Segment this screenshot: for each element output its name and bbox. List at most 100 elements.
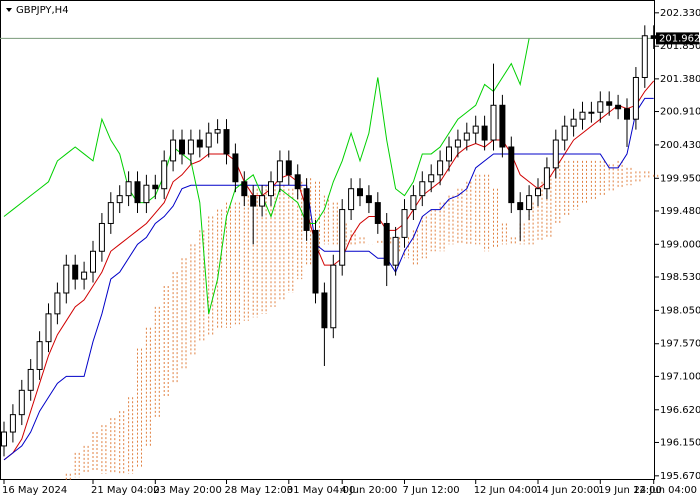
current-price-box	[656, 32, 699, 45]
x-tick-label: 23 May 20:00	[153, 485, 222, 496]
candle-body	[241, 181, 248, 197]
candle-body	[357, 188, 363, 197]
candle-body	[179, 139, 185, 155]
y-tick-label: 196.150	[660, 437, 700, 448]
y-tick-label: 198.050	[660, 305, 700, 316]
x-tick-label: 16 May 2024	[2, 485, 67, 496]
candle-body	[72, 264, 79, 280]
candle-body	[454, 139, 461, 148]
y-tick-label: 199.950	[660, 173, 700, 184]
candle-body	[543, 167, 550, 190]
candle-body	[365, 195, 372, 204]
candle-body	[27, 368, 34, 391]
candle-body	[143, 184, 150, 204]
chart-title: GBPJPY,H4	[16, 5, 69, 16]
candle-body	[624, 108, 630, 120]
candle-body	[107, 202, 114, 224]
candle-body	[632, 76, 639, 120]
x-tick-label: 24 Jun 04:00	[633, 485, 697, 496]
candle-body	[303, 188, 310, 231]
x-tick-label: 4 Jun 20:00	[340, 485, 397, 496]
candle-body	[223, 129, 230, 155]
candle-body	[517, 202, 524, 211]
candle-body	[250, 195, 257, 207]
candle-body	[161, 160, 168, 190]
candle-body	[81, 271, 88, 280]
candle-body	[374, 202, 381, 224]
candle-body	[214, 129, 221, 134]
x-tick-label: 31 May 04:00	[287, 485, 356, 496]
candle-body	[383, 222, 390, 266]
x-tick-label: 14 Jun 20:00	[536, 485, 600, 496]
x-tick-label: 12 Jun 04:00	[474, 485, 538, 496]
y-tick-label: 199.000	[660, 239, 700, 250]
candle-body	[588, 111, 595, 114]
candle-body	[392, 236, 399, 266]
candle-body	[285, 160, 292, 176]
candle-body	[499, 104, 506, 148]
y-tick-label: 201.380	[660, 74, 700, 85]
y-tick-label: 197.100	[660, 371, 700, 382]
candle-body	[437, 160, 444, 176]
candle-body	[401, 209, 408, 238]
candle-body	[232, 153, 239, 183]
candle-body	[1, 431, 7, 447]
indicator-line	[3, 38, 530, 314]
candle-body	[650, 35, 657, 39]
candle-body	[54, 292, 61, 315]
y-tick-label: 198.530	[660, 272, 700, 283]
candle-body	[45, 313, 52, 343]
plot-area	[0, 25, 659, 481]
y-tick-label: 201.850	[660, 41, 700, 52]
y-tick-label: 197.570	[660, 339, 700, 350]
candle-body	[428, 174, 435, 183]
candle-body	[268, 181, 274, 197]
candle-body	[526, 195, 533, 211]
candle-body	[63, 264, 70, 294]
candle-body	[170, 139, 177, 162]
candle-body	[490, 104, 497, 141]
candle-body	[570, 118, 577, 127]
candle-body	[561, 125, 568, 141]
y-tick-label: 202.330	[660, 8, 700, 19]
candle-body	[641, 35, 648, 78]
candle-body	[205, 132, 212, 148]
candle-body	[196, 139, 203, 148]
candle-body	[18, 389, 25, 416]
candle-body	[339, 209, 346, 266]
candle-body	[606, 101, 613, 106]
candle-body	[348, 188, 355, 211]
indicator-line	[3, 97, 654, 461]
candle-body	[98, 222, 105, 252]
menu-arrow[interactable]	[6, 8, 12, 12]
y-tick-label: 195.670	[660, 471, 700, 482]
candle-body	[330, 264, 337, 329]
candle-body	[90, 250, 96, 273]
candle-body	[472, 125, 479, 134]
candle-body	[36, 341, 43, 370]
candle-body	[294, 174, 301, 190]
y-tick-label: 200.430	[660, 140, 700, 151]
candle-body	[152, 184, 159, 190]
candle-body	[125, 181, 132, 197]
candle-body	[481, 125, 488, 141]
current-price-label: 201.962	[659, 33, 700, 44]
candle-body	[259, 195, 266, 207]
candle-body	[134, 181, 141, 204]
x-tick-label: 19 Jun 12:00	[598, 485, 662, 496]
candle-body	[321, 292, 328, 329]
y-tick-label: 200.910	[660, 107, 700, 118]
candle-body	[552, 139, 559, 169]
plot-frame	[0, 0, 655, 480]
candle-body	[410, 195, 417, 211]
candle-body	[535, 188, 541, 197]
candle-body	[419, 181, 426, 197]
y-tick-label: 196.620	[660, 405, 700, 416]
candle-body	[187, 139, 194, 155]
candle-body	[615, 104, 622, 110]
candle-body	[446, 146, 452, 162]
x-tick-label: 21 May 04:00	[91, 485, 160, 496]
candle-body	[463, 132, 470, 141]
x-tick-label: 7 Jun 12:00	[403, 485, 460, 496]
